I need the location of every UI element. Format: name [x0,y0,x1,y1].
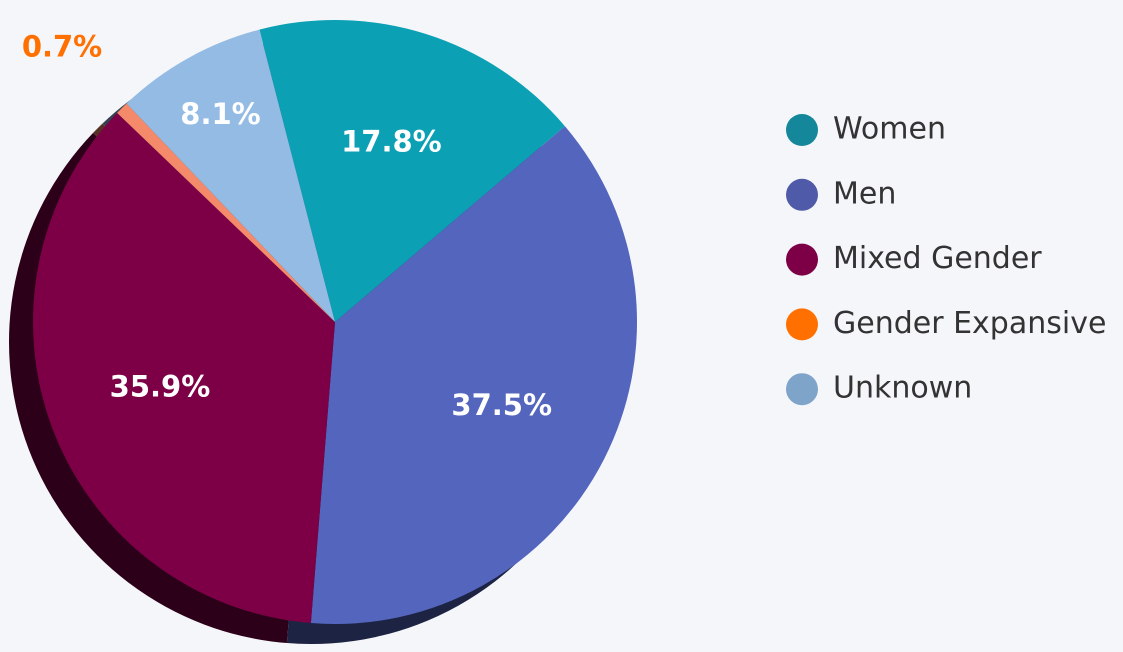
slice [126,29,336,322]
slice [117,103,336,322]
legend-label: Women [833,112,946,147]
value-label: 37.5% [451,388,552,422]
legend-label: Men [833,176,896,211]
slice [310,126,637,624]
value-label: 8.1% [180,97,260,131]
legend-marker [786,243,818,276]
slice [259,20,565,322]
legend-label: Gender Expansive [833,306,1106,341]
legend-label: Unknown [833,371,972,406]
value-label: 35.9% [110,369,211,403]
legend-marker [786,178,818,211]
legend-marker [786,308,818,341]
slice [33,112,336,624]
value-label: 0.7% [22,29,102,63]
legend-marker [786,114,818,146]
legend-marker [786,373,818,406]
value-label: 17.8% [341,124,442,158]
legend-label: Mixed Gender [833,241,1042,276]
